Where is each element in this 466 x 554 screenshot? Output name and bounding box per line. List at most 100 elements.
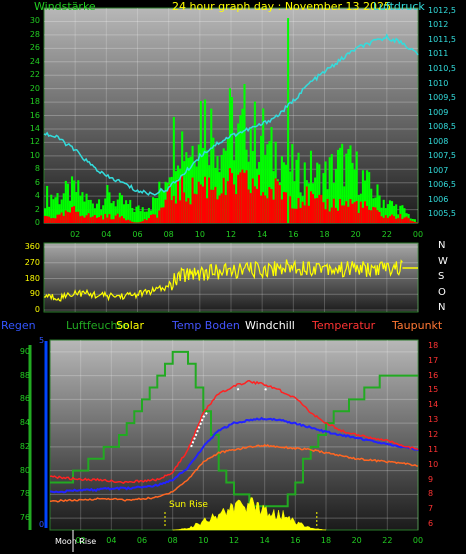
wind-avg-bar <box>409 220 412 223</box>
windchill-segment <box>264 388 269 392</box>
wind-gust-bar <box>199 100 202 223</box>
wind-y-tick-label: 16 <box>29 110 40 120</box>
wind-avg-bar <box>222 177 225 223</box>
wind-avg-bar <box>318 194 321 223</box>
wind-avg-bar <box>357 212 360 223</box>
ground-temp-line <box>49 416 419 494</box>
wind-avg-bar <box>376 210 379 223</box>
pressure-y-tick-label: 1011 <box>428 49 449 59</box>
climate-x-tick-label: 20 <box>351 536 362 545</box>
wind-avg-bar <box>98 217 101 223</box>
compass-label: W <box>438 255 448 267</box>
wind-gust-bar <box>110 203 113 223</box>
wind-gust-bar <box>382 199 385 223</box>
wind-avg-bar <box>141 221 144 223</box>
wind-avg-bar <box>276 181 279 223</box>
wind-x-tick-label: 08 <box>163 230 174 239</box>
wind-gust-bar <box>295 159 298 223</box>
wind-avg-bar <box>73 206 76 223</box>
climate-x-tick-label: 12 <box>228 536 240 545</box>
wind-gust-bar <box>318 164 321 223</box>
dir-y-tick-label: 270 <box>24 257 40 267</box>
wind-gust-bar <box>133 212 136 223</box>
wind-avg-bar <box>399 213 402 223</box>
pressure-y-tick-label: 1008 <box>428 136 449 146</box>
wind-y-tick-label: 18 <box>29 97 40 107</box>
wind-avg-bar <box>401 218 404 223</box>
wind-gust-bar <box>303 162 306 223</box>
climate-x-tick-label: 00 <box>412 536 424 545</box>
wind-gust-bar <box>187 157 190 223</box>
wind-avg-bar <box>62 215 65 223</box>
wind-x-tick-label: 16 <box>288 230 299 239</box>
wind-avg-bar <box>218 195 221 223</box>
wind-direction-plot-area <box>43 242 419 313</box>
wind-avg-bar <box>378 211 381 223</box>
wind-gust-bar <box>193 161 196 223</box>
wind-gust-bar <box>48 206 51 223</box>
wind-avg-bar <box>301 201 304 223</box>
wind-avg-bar <box>403 217 406 223</box>
wind-gust-bar <box>81 192 84 223</box>
wind-gust-bar <box>243 84 246 223</box>
wind-y-tick-label: 22 <box>29 70 40 80</box>
wind-gust-bar <box>376 184 379 223</box>
wind-gust-bar <box>370 188 373 223</box>
wind-avg-bar <box>282 191 286 223</box>
wind-avg-bar <box>320 194 323 223</box>
wind-avg-bar <box>85 215 88 223</box>
wind-x-tick-label: 06 <box>132 230 143 239</box>
wind-avg-bar <box>384 215 387 223</box>
wind-avg-bar <box>247 189 250 223</box>
wind-gust-bar <box>361 170 364 223</box>
wind-gust-bar <box>156 198 159 223</box>
climate-x-tick-label: 14 <box>259 536 270 545</box>
wind-gust-bar <box>137 205 140 223</box>
wind-gust-bar <box>131 207 134 223</box>
wind-avg-bar <box>145 220 148 223</box>
wind-gust-bar <box>293 181 296 223</box>
wind-avg-bar <box>104 214 107 223</box>
wind-avg-bar <box>114 215 117 223</box>
wind-x-tick-label: 14 <box>257 230 268 239</box>
wind-gust-bar <box>116 199 119 223</box>
pressure-y-tick-label: 1009,5 <box>428 93 456 103</box>
wind-gust-bar <box>73 180 76 223</box>
wind-avg-bar <box>199 184 202 223</box>
temp-y-tick-label: 10 <box>428 459 439 469</box>
wind-avg-bar <box>185 201 188 223</box>
wind-avg-bar <box>336 210 340 223</box>
wind-gust-bar <box>345 153 348 223</box>
wind-avg-bar <box>189 204 192 223</box>
wind-gust-bar <box>158 181 161 223</box>
wind-avg-bar <box>233 184 236 223</box>
temp-y-tick-label: 12 <box>428 430 439 439</box>
wind-direction-line <box>43 259 403 302</box>
rain-y-tick-label: 5 <box>39 336 45 345</box>
wind-gust-bar <box>145 211 148 223</box>
wind-avg-bar <box>231 173 234 223</box>
wind-gust-bar <box>79 195 82 223</box>
wind-avg-bar <box>183 192 186 223</box>
wind-avg-bar <box>411 221 414 223</box>
pressure-y-tick-label: 1009 <box>428 107 449 117</box>
wind-gust-bar <box>388 200 391 223</box>
wind-gust-bar <box>413 219 416 223</box>
wind-avg-bar <box>285 192 288 223</box>
wind-avg-bar <box>312 194 315 223</box>
wind-gust-bar <box>224 150 227 223</box>
wind-x-tick-label: 20 <box>350 230 361 239</box>
wind-gust-bar <box>46 185 49 223</box>
humidity-y-tick-label: 80 <box>19 465 30 475</box>
wind-gust-bar <box>212 137 215 223</box>
wind-gust-bar <box>268 141 271 223</box>
wind-gust-bar <box>127 204 130 223</box>
wind-gust-bar <box>393 205 396 223</box>
wind-avg-bar <box>274 178 277 223</box>
temp-y-tick-label: 9 <box>428 474 434 484</box>
wind-avg-bar <box>197 181 200 223</box>
wind-avg-bar <box>156 217 159 223</box>
wind-gust-bar <box>98 199 101 223</box>
wind-avg-bar <box>316 197 319 223</box>
wind-avg-bar <box>147 218 150 223</box>
